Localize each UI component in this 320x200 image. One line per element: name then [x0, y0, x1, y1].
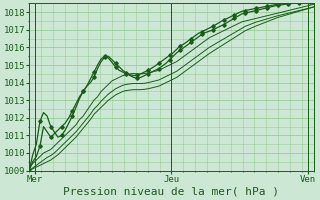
X-axis label: Pression niveau de la mer( hPa ): Pression niveau de la mer( hPa ) — [63, 187, 279, 197]
